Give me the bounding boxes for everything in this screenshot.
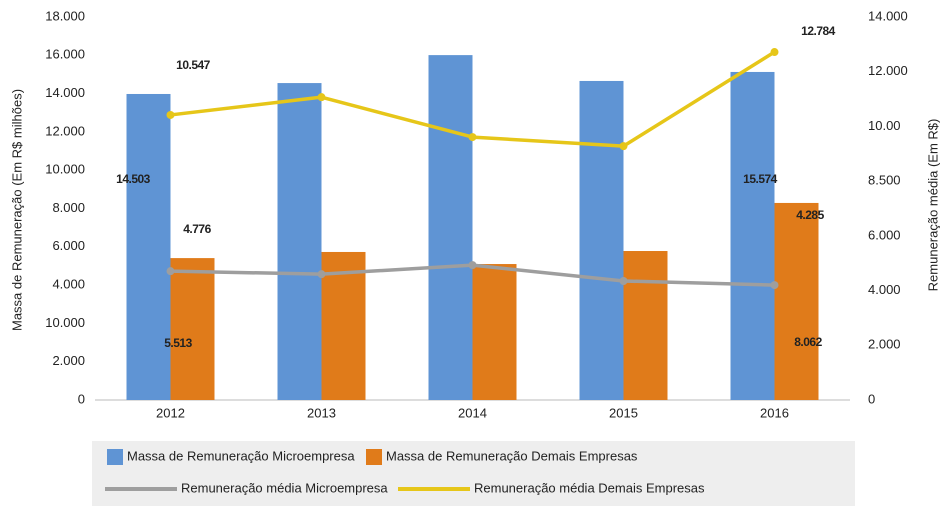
y-tick-label: 4.000 (52, 277, 85, 292)
legend-swatch (107, 449, 123, 465)
y-tick-label: 10.000 (45, 162, 85, 177)
annotation: 14.503 (116, 172, 151, 186)
legend-label: Remuneração média Microempresa (181, 480, 388, 495)
annotation: 15.574 (743, 172, 778, 186)
y2-tick-label: 14.000 (868, 8, 908, 23)
y-tick-label: 0 (78, 391, 85, 406)
y-tick-label: 18.000 (45, 8, 85, 23)
annotation: 5.513 (164, 336, 192, 350)
legend-label: Remuneração média Demais Empresas (474, 480, 705, 495)
x-tick-label: 2012 (156, 405, 185, 420)
y-tick-label: 6.000 (52, 238, 85, 253)
y2-tick-label: 10.00 (868, 118, 901, 133)
y2-tick-label: 8.500 (868, 173, 901, 188)
bar (321, 251, 366, 400)
legend-label: Massa de Remuneração Microempresa (127, 448, 355, 463)
x-tick-label: 2013 (307, 405, 336, 420)
bar (170, 258, 215, 400)
x-tick-label: 2014 (458, 405, 487, 420)
bar (730, 71, 775, 400)
legend-label: Massa de Remuneração Demais Empresas (386, 448, 638, 463)
y-tick-label: 16.000 (45, 47, 85, 62)
y-axis-title: Massa de Remuneração (Em R$ milhões) (9, 89, 24, 331)
y2-tick-label: 2.000 (868, 337, 901, 352)
point (166, 267, 175, 276)
x-tick-label: 2015 (609, 405, 638, 420)
bar (277, 83, 322, 400)
y-tick-label: 8.000 (52, 200, 85, 215)
point (770, 48, 779, 57)
annotation: 4.776 (183, 222, 211, 236)
y-tick-label: 2.000 (52, 353, 85, 368)
y2-tick-label: 4.000 (868, 282, 901, 297)
annotation: 10.547 (176, 58, 211, 72)
point (317, 93, 326, 102)
bar (774, 202, 819, 400)
y2-tick-label: 0 (868, 391, 875, 406)
y2-tick-label: 6.000 (868, 227, 901, 242)
bar (472, 264, 517, 400)
y-tick-label: 14.000 (45, 85, 85, 100)
bar (579, 80, 624, 400)
bar (126, 93, 171, 400)
point (468, 133, 477, 142)
y2-axis-title: Remuneração média (Em R$) (925, 119, 940, 292)
annotation: 4.285 (796, 208, 824, 222)
y-tick-label: 12.000 (45, 123, 85, 138)
y2-tick-label: 12.000 (868, 63, 908, 78)
bar (623, 251, 668, 400)
point (619, 276, 628, 285)
point (770, 281, 779, 290)
bar (428, 55, 473, 401)
point (166, 110, 175, 119)
annotation: 8.062 (794, 335, 822, 349)
legend-box (92, 441, 855, 506)
point (468, 261, 477, 270)
point (619, 142, 628, 151)
annotation: 12.784 (801, 24, 836, 38)
x-tick-label: 2016 (760, 405, 789, 420)
legend-swatch (366, 449, 382, 465)
point (317, 270, 326, 279)
y-tick-label: 10.000 (45, 315, 85, 330)
